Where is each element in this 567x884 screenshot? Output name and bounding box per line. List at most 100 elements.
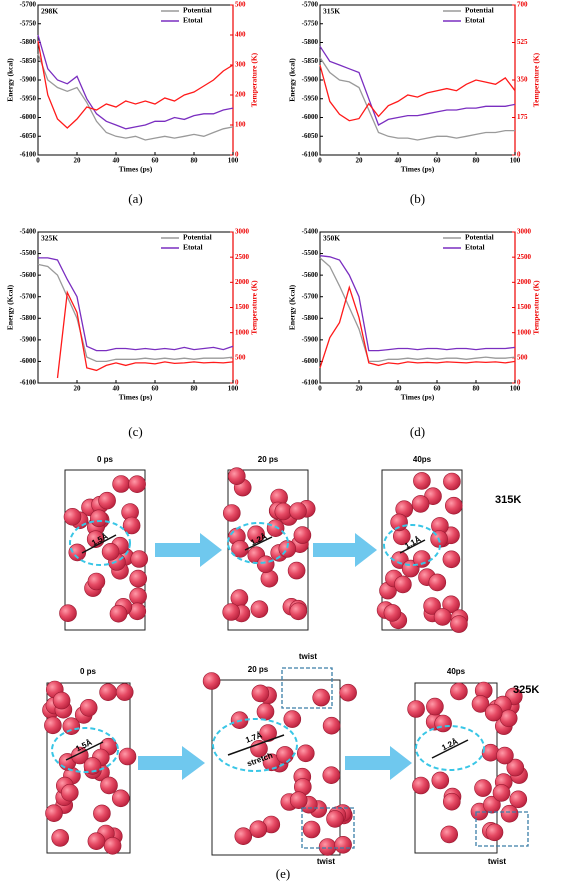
atom	[492, 784, 511, 802]
atoms	[42, 467, 528, 856]
x-tick-label: 80	[473, 385, 481, 393]
y2-tick-label: 175	[517, 113, 528, 121]
atom	[93, 804, 111, 823]
time-label: 0 ps	[80, 667, 97, 676]
series-line	[37, 263, 234, 363]
y2-tick-label: 1500	[517, 303, 532, 311]
x-tick-label: 100	[510, 157, 521, 165]
y-tick-label: -5900	[20, 76, 37, 84]
x-tick-label: 20	[356, 385, 364, 393]
series-line	[56, 290, 234, 379]
y2-tick-label: 2000	[235, 278, 250, 286]
y-tick-label: -5600	[302, 271, 319, 279]
series-line	[319, 285, 516, 369]
chart-title: 315K	[323, 7, 340, 16]
atom	[122, 516, 141, 535]
atom	[318, 838, 337, 856]
y-axis-label: Energy (kcal)	[288, 58, 297, 102]
x-tick-label: 100	[510, 385, 521, 393]
y-tick-label: -5900	[20, 335, 37, 343]
atom	[407, 700, 425, 718]
y2-tick-label: 3000	[517, 228, 532, 236]
atom	[112, 475, 130, 493]
atom	[499, 709, 518, 728]
chart: -6100 -6000 -5900 -5800 -5700 -5600 -5500 -5400…	[288, 228, 541, 439]
y-tick-label: -5900	[302, 335, 319, 343]
atom	[509, 790, 528, 809]
atom	[412, 776, 430, 795]
frame-box	[414, 682, 498, 854]
atom	[276, 746, 294, 764]
frame-box	[381, 469, 463, 631]
twist-box	[301, 807, 355, 849]
highlight	[415, 725, 485, 771]
atom	[312, 688, 331, 707]
atom	[223, 504, 241, 522]
atom	[444, 496, 463, 515]
atom	[289, 791, 308, 810]
atom	[109, 604, 128, 623]
atom	[413, 472, 431, 490]
arrow	[345, 746, 412, 780]
atom	[322, 716, 341, 735]
y-tick-label: -5700	[302, 1, 319, 9]
y-tick-label: -5400	[20, 228, 37, 236]
atom	[440, 825, 459, 844]
chart-caption: (a)	[128, 191, 142, 206]
atom	[247, 525, 265, 544]
twist-boxes	[281, 667, 529, 849]
atom	[228, 467, 246, 486]
chart: -6100 -6000 -5900 -5800 -5700 -5600 -5500 -5400…	[6, 228, 259, 439]
y-tick-label: -5500	[302, 249, 319, 257]
highlight	[69, 520, 131, 566]
frame-box	[211, 679, 341, 856]
atom	[289, 502, 307, 520]
y-tick-label: -5500	[20, 249, 37, 257]
atom	[51, 829, 70, 847]
x-tick-label: 60	[152, 157, 160, 165]
y2-tick-label: 500	[517, 353, 528, 361]
atom	[256, 555, 275, 574]
atom	[259, 724, 277, 742]
atom	[293, 526, 312, 544]
series-line	[319, 255, 516, 352]
atom	[129, 587, 147, 606]
y-tick-label: -5700	[20, 1, 37, 9]
caption: (e)	[276, 866, 290, 881]
chart-caption: (c)	[128, 424, 142, 439]
atom	[443, 472, 461, 491]
y-tick-label: -5900	[302, 76, 319, 84]
y-tick-label: -5750	[20, 19, 37, 27]
time-label: 20 ps	[248, 665, 269, 674]
x-tick-label: 80	[191, 157, 199, 165]
x-tick-label: 60	[434, 157, 442, 165]
y2-axis-label: Temperature (K)	[250, 280, 259, 335]
atom	[45, 804, 63, 823]
x-tick-label: 40	[395, 157, 403, 165]
y-tick-label: -5850	[302, 57, 319, 65]
highlight	[212, 718, 298, 772]
annotation: twist	[317, 857, 336, 866]
y-tick-label: -6000	[302, 357, 319, 365]
x-tick-label: 0	[318, 385, 322, 393]
x-tick-label: 40	[113, 385, 121, 393]
legend-label: Etotal	[465, 16, 485, 25]
y-axis-label: Energy (kcal)	[6, 58, 15, 102]
distance-arrow	[244, 536, 273, 551]
atom	[450, 682, 468, 701]
legend-label: Etotal	[183, 243, 203, 252]
atom	[202, 672, 221, 690]
atom	[79, 698, 98, 717]
y2-tick-label: 2500	[517, 253, 532, 261]
y2-tick-label: 0	[517, 379, 521, 387]
time-label: 0 ps	[97, 455, 114, 464]
y-tick-label: -6000	[20, 113, 37, 121]
x-tick-label: 40	[113, 157, 121, 165]
atom	[278, 540, 297, 558]
y-tick-label: -6100	[302, 379, 319, 387]
atom	[83, 757, 102, 775]
atom	[234, 827, 253, 846]
y-tick-label: -6100	[20, 379, 37, 387]
chart: -6100 -6050 -6000 -5950 -5900 -5850 -5800 -5750…	[288, 1, 541, 206]
x-axis-label: Times (ps)	[119, 165, 153, 174]
